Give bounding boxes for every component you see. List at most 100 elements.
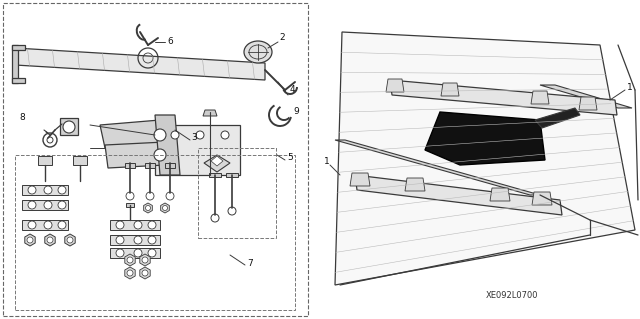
Circle shape: [116, 249, 124, 257]
Bar: [3, 3, 308, 316]
Polygon shape: [140, 254, 150, 266]
Circle shape: [146, 192, 154, 200]
Text: 9: 9: [293, 108, 299, 116]
Text: 1: 1: [627, 83, 633, 92]
Polygon shape: [73, 156, 87, 165]
Polygon shape: [226, 173, 238, 177]
Circle shape: [221, 131, 229, 139]
Polygon shape: [38, 156, 52, 165]
Polygon shape: [100, 120, 165, 148]
Circle shape: [127, 270, 133, 276]
Polygon shape: [145, 163, 155, 168]
Circle shape: [145, 205, 150, 211]
Polygon shape: [540, 85, 632, 108]
Text: 8: 8: [19, 114, 25, 122]
Circle shape: [44, 221, 52, 229]
Polygon shape: [490, 188, 510, 201]
Circle shape: [228, 207, 236, 215]
Polygon shape: [211, 156, 223, 166]
Circle shape: [134, 249, 142, 257]
Circle shape: [134, 236, 142, 244]
Polygon shape: [45, 234, 55, 246]
Polygon shape: [531, 91, 549, 104]
Bar: [15, 155, 295, 310]
Polygon shape: [425, 112, 545, 165]
Text: 5: 5: [287, 152, 293, 161]
Polygon shape: [12, 45, 25, 50]
Polygon shape: [335, 140, 540, 195]
Polygon shape: [143, 203, 152, 213]
Polygon shape: [65, 234, 75, 246]
Circle shape: [116, 236, 124, 244]
Circle shape: [166, 192, 174, 200]
Polygon shape: [22, 200, 68, 210]
Circle shape: [148, 249, 156, 257]
Circle shape: [58, 221, 66, 229]
Polygon shape: [390, 80, 617, 115]
Polygon shape: [125, 267, 135, 279]
Polygon shape: [22, 220, 68, 230]
Circle shape: [126, 192, 134, 200]
Circle shape: [67, 237, 73, 243]
Polygon shape: [355, 175, 562, 215]
Text: 7: 7: [247, 258, 253, 268]
Polygon shape: [12, 78, 25, 83]
Polygon shape: [155, 125, 240, 175]
Polygon shape: [22, 185, 68, 195]
Polygon shape: [335, 32, 635, 285]
Circle shape: [154, 129, 166, 141]
Polygon shape: [125, 254, 135, 266]
Circle shape: [142, 270, 148, 276]
Polygon shape: [203, 110, 217, 116]
Polygon shape: [25, 234, 35, 246]
Circle shape: [27, 237, 33, 243]
Circle shape: [58, 186, 66, 194]
Circle shape: [58, 201, 66, 209]
Circle shape: [127, 257, 133, 263]
Polygon shape: [12, 45, 18, 83]
Circle shape: [134, 221, 142, 229]
Circle shape: [142, 257, 148, 263]
Polygon shape: [110, 235, 160, 245]
Circle shape: [163, 205, 168, 211]
Circle shape: [28, 201, 36, 209]
Ellipse shape: [244, 41, 272, 63]
Circle shape: [63, 121, 75, 133]
Circle shape: [44, 201, 52, 209]
Polygon shape: [126, 203, 134, 207]
Circle shape: [154, 149, 166, 161]
Circle shape: [47, 237, 53, 243]
Circle shape: [196, 131, 204, 139]
Text: 6: 6: [167, 38, 173, 47]
Polygon shape: [60, 118, 78, 135]
Circle shape: [148, 236, 156, 244]
Circle shape: [116, 221, 124, 229]
Polygon shape: [405, 178, 425, 191]
Polygon shape: [105, 142, 165, 168]
Bar: [198, 148, 276, 238]
Polygon shape: [15, 48, 265, 80]
Polygon shape: [110, 220, 160, 230]
Polygon shape: [140, 267, 150, 279]
Polygon shape: [441, 83, 459, 96]
Polygon shape: [386, 79, 404, 92]
Polygon shape: [532, 192, 552, 205]
Polygon shape: [165, 163, 175, 168]
Text: 2: 2: [279, 33, 285, 42]
Polygon shape: [125, 163, 135, 168]
Polygon shape: [155, 115, 180, 175]
Circle shape: [148, 221, 156, 229]
Circle shape: [171, 131, 179, 139]
Text: 4: 4: [289, 85, 295, 94]
Text: 1: 1: [324, 158, 330, 167]
Polygon shape: [209, 173, 221, 177]
Polygon shape: [161, 203, 170, 213]
Circle shape: [28, 186, 36, 194]
Circle shape: [211, 214, 219, 222]
Text: XE092L0700: XE092L0700: [486, 292, 538, 300]
Polygon shape: [350, 173, 370, 186]
Circle shape: [44, 186, 52, 194]
Text: 3: 3: [191, 133, 197, 143]
Polygon shape: [579, 97, 597, 110]
Polygon shape: [535, 108, 580, 128]
